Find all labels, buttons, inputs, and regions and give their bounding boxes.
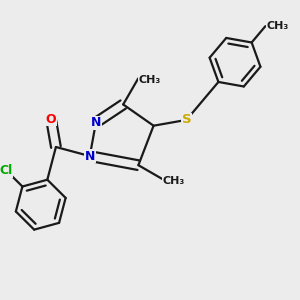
Text: Cl: Cl xyxy=(0,164,13,177)
Text: N: N xyxy=(85,150,95,163)
Text: CH₃: CH₃ xyxy=(163,176,185,186)
Text: N: N xyxy=(91,116,101,129)
Text: CH₃: CH₃ xyxy=(267,21,289,31)
Text: O: O xyxy=(46,112,56,125)
Text: S: S xyxy=(182,113,191,126)
Text: CH₃: CH₃ xyxy=(138,75,160,85)
